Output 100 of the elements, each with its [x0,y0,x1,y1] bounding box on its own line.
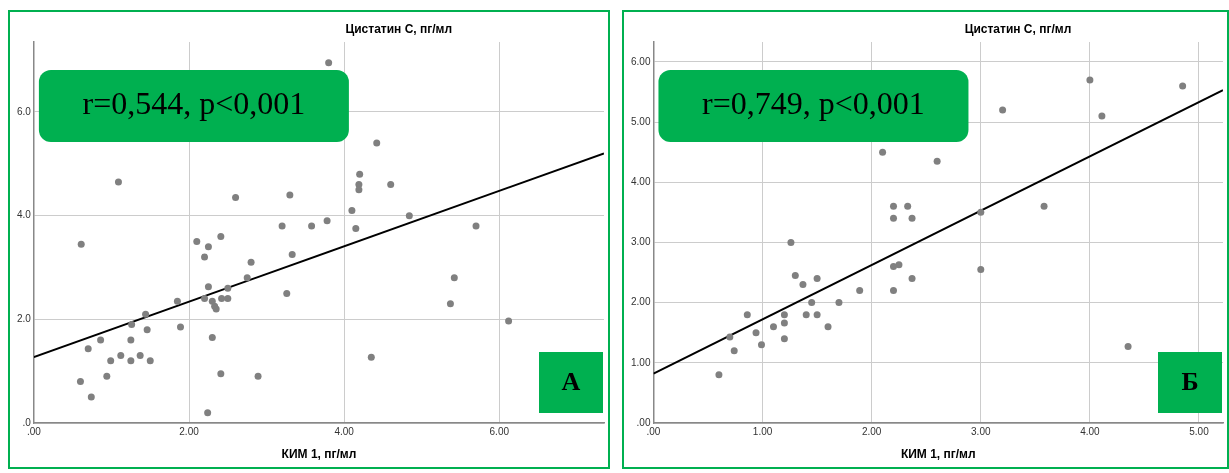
point [367,353,375,361]
y-tick-label: .0 [22,416,32,428]
point [824,323,832,331]
point [127,357,135,365]
point [1124,343,1132,351]
point [87,393,95,401]
point [977,266,985,274]
point [217,232,225,240]
x-axis-title: КИМ 1, пг/мл [281,447,357,462]
point [283,289,291,297]
point [224,284,232,292]
point [278,222,286,230]
point [780,311,788,319]
point [117,352,125,360]
point [908,275,916,283]
point [802,311,810,319]
point [1179,82,1187,90]
y-tick-label: 2.00 [630,296,651,308]
y-tick-label: 4.0 [17,209,32,221]
point [999,106,1007,114]
y-tick-label: 1.00 [630,356,651,368]
point [726,333,734,341]
point [107,357,115,365]
point [780,319,788,327]
point [247,258,255,266]
point [895,261,903,269]
point [813,275,821,283]
point [224,295,232,303]
y-tick-label: 6.00 [630,55,651,67]
point [76,378,84,386]
point [890,202,897,210]
point [142,310,150,318]
point [128,321,136,329]
point [977,208,985,216]
x-tick-label: 1.00 [752,425,773,437]
x-axis-title: КИМ 1, пг/мл [900,447,976,462]
y-axis-title: Цистатин С, пг/мл [964,22,1072,37]
point [308,222,316,230]
x-tick-label: .00 [26,425,42,437]
point [201,253,209,261]
point [204,283,212,291]
y-tick-label: 3.00 [630,236,651,248]
point [813,311,821,319]
point [450,274,458,282]
point [217,370,225,378]
y-tick-label: 4.00 [630,175,651,187]
point [348,206,356,214]
point [218,295,226,303]
point [173,297,181,305]
point [177,323,184,331]
point [356,170,364,178]
point [387,181,395,189]
y-tick-label: 6.0 [17,105,32,117]
point [780,335,788,343]
x-tick-label: 2.00 [861,425,882,437]
point [204,409,212,417]
y-tick-label: .00 [636,416,651,428]
point [808,299,816,307]
point [835,299,843,307]
point [1086,76,1094,84]
annotation: Б [1181,367,1199,397]
point [787,238,795,246]
point [286,191,294,199]
y-tick-label: 2.0 [17,313,32,325]
point [505,317,513,325]
point [103,372,111,380]
point [254,372,262,380]
point [77,240,85,248]
point [769,323,777,331]
point [757,341,765,349]
x-tick-label: 2.00 [179,425,200,437]
point [352,225,360,233]
point [446,300,454,308]
x-tick-label: 3.00 [971,425,991,437]
y-axis-title: Цистатин С, пг/мл [345,22,453,37]
point [204,243,212,251]
point [933,157,941,165]
annotation: r=0,749, p<0,001 [702,85,925,122]
point [114,178,122,186]
point [323,217,331,225]
point [472,222,480,230]
point [84,345,92,353]
annotation: r=0,544, p<0,001 [82,85,306,122]
point [201,295,209,303]
point [143,326,151,334]
y-tick-label: 5.00 [630,115,651,127]
point [405,212,413,220]
point [97,336,105,344]
point [799,281,807,289]
x-tick-label: 6.00 [489,425,510,437]
point [715,371,723,379]
point [136,352,144,360]
point [791,272,799,280]
annotation: А [561,367,581,397]
point [288,251,296,259]
point [752,329,760,337]
point [879,148,887,156]
point [127,336,135,344]
point [146,357,154,365]
point [232,194,240,202]
